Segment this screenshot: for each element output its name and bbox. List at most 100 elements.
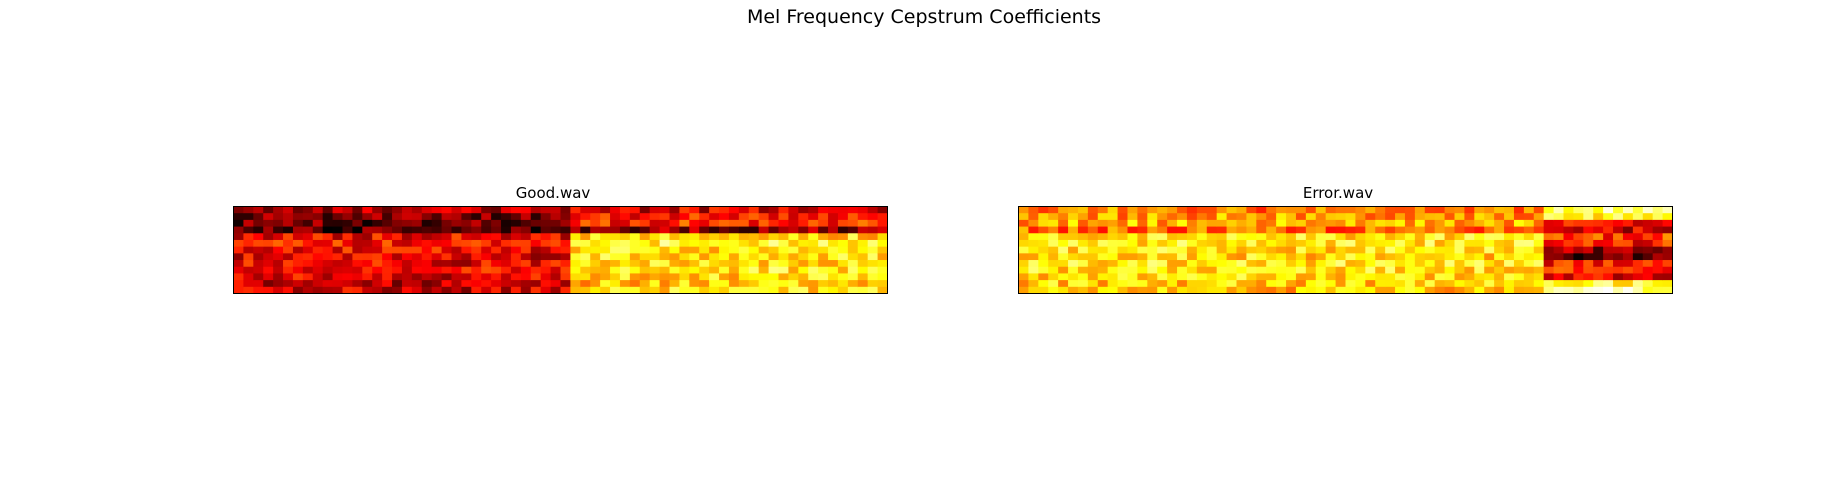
heatmap-cell — [431, 280, 443, 288]
heatmap-cell — [302, 233, 314, 241]
heatmap-cell — [1484, 253, 1495, 261]
heatmap-cell — [352, 266, 363, 275]
heatmap-cell — [1543, 260, 1555, 268]
heatmap-cell — [540, 260, 552, 268]
heatmap-cell — [1593, 246, 1604, 254]
heatmap-cell — [392, 273, 403, 281]
heatmap-cell — [550, 233, 562, 241]
heatmap-cell — [1226, 246, 1238, 254]
heatmap-cell — [818, 266, 829, 275]
heatmap-cell — [1246, 206, 1257, 214]
heatmap-cell — [600, 260, 611, 268]
heatmap-cell — [540, 219, 552, 228]
heatmap-cell — [798, 206, 809, 214]
heatmap-cell — [461, 226, 472, 234]
heatmap-cell — [1058, 219, 1069, 228]
heatmap-cell — [1068, 273, 1079, 281]
heatmap-cell — [1523, 239, 1535, 248]
heatmap-cell — [1325, 280, 1337, 288]
heatmap-cell — [580, 246, 591, 254]
heatmap-cell — [1484, 273, 1495, 281]
heatmap-cell — [808, 239, 819, 248]
heatmap-cell — [273, 286, 284, 294]
heatmap-cell — [292, 233, 304, 241]
heatmap-cell — [867, 286, 879, 294]
heatmap-cell — [362, 273, 373, 281]
heatmap-cell — [322, 260, 334, 268]
heatmap-cell — [1593, 213, 1604, 221]
heatmap-cell — [1375, 219, 1386, 228]
heatmap-cell — [1236, 233, 1248, 241]
heatmap-cell — [1652, 206, 1664, 214]
heatmap-cell — [233, 266, 245, 275]
subplot-error: Error.wav — [1018, 182, 1673, 294]
heatmap-cell — [1335, 219, 1347, 228]
heatmap-cell — [1484, 280, 1495, 288]
heatmap-cell — [1484, 246, 1495, 254]
heatmap-cell — [1464, 239, 1475, 248]
heatmap-cell — [253, 280, 264, 288]
heatmap-cell — [580, 280, 591, 288]
heatmap-cell — [778, 233, 790, 241]
heatmap-cell — [1325, 246, 1337, 254]
heatmap-cell — [867, 226, 879, 234]
heatmap-cell — [1167, 260, 1178, 268]
heatmap-cell — [1533, 219, 1545, 228]
heatmap-cell — [808, 206, 819, 214]
heatmap-cell — [788, 233, 799, 241]
heatmap-cell — [540, 213, 552, 221]
heatmap-cell — [1315, 213, 1327, 221]
heatmap-cell — [491, 239, 502, 248]
heatmap-cell — [1206, 260, 1218, 268]
heatmap-cell — [1018, 226, 1030, 234]
heatmap-cell — [1523, 219, 1535, 228]
heatmap-cell — [1295, 280, 1307, 288]
heatmap-cell — [1286, 273, 1297, 281]
heatmap-cell — [421, 213, 433, 221]
heatmap-cell — [1603, 280, 1614, 288]
heatmap-cell — [1206, 286, 1218, 294]
heatmap-cell — [1484, 226, 1495, 234]
heatmap-cell — [590, 219, 601, 228]
heatmap-cell — [401, 246, 413, 254]
heatmap-cell — [778, 226, 790, 234]
heatmap-cell — [1533, 253, 1545, 261]
heatmap-cell — [441, 253, 453, 261]
heatmap-cell — [1563, 253, 1575, 261]
heatmap-cell — [1345, 233, 1357, 241]
heatmap-cell — [1563, 206, 1575, 214]
heatmap-cell — [1622, 260, 1634, 268]
heatmap-cell — [1068, 219, 1079, 228]
heatmap-cell — [312, 286, 324, 294]
heatmap-cell — [1632, 273, 1644, 281]
heatmap-cell — [1305, 233, 1317, 241]
heatmap-cell — [510, 260, 522, 268]
heatmap-cell — [798, 246, 809, 254]
heatmap-cell — [1444, 280, 1456, 288]
heatmap-cell — [1048, 273, 1059, 281]
heatmap-cell — [1305, 226, 1317, 234]
heatmap-cell — [1513, 273, 1525, 281]
heatmap-cell — [1186, 219, 1198, 228]
heatmap-cell — [1018, 219, 1030, 228]
heatmap-cell — [302, 219, 314, 228]
heatmap-cell — [679, 246, 690, 254]
heatmap-cell — [1613, 253, 1624, 261]
heatmap-cell — [1385, 286, 1396, 294]
heatmap-cell — [292, 246, 304, 254]
heatmap-cell — [828, 233, 839, 241]
heatmap-cell — [322, 226, 334, 234]
heatmap-cell — [263, 206, 274, 214]
heatmap-cell — [1305, 273, 1317, 281]
heatmap-cell — [1563, 213, 1575, 221]
heatmap-cell — [431, 253, 443, 261]
heatmap-cell — [610, 219, 621, 228]
heatmap-cell — [738, 266, 750, 275]
heatmap-cell — [491, 273, 502, 281]
heatmap-cell — [1305, 239, 1317, 248]
heatmap-cell — [302, 273, 314, 281]
heatmap-cell — [1325, 273, 1337, 281]
heatmap-cell — [1573, 273, 1584, 281]
heatmap-cell — [1365, 226, 1376, 234]
heatmap-cell — [392, 239, 403, 248]
